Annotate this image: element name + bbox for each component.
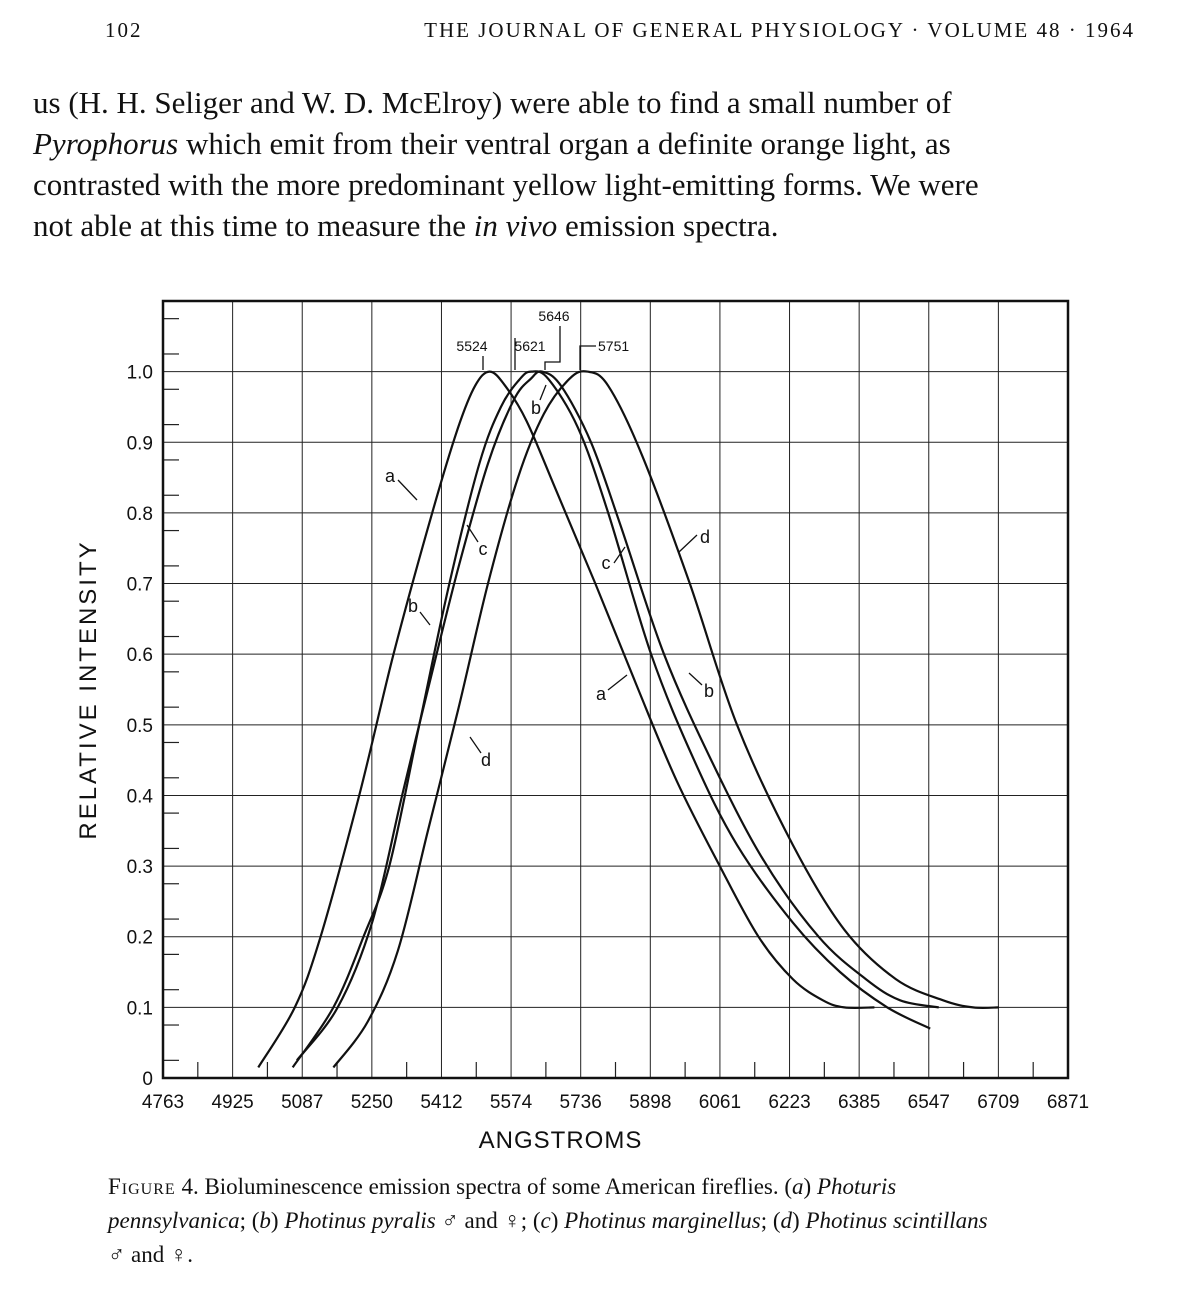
body-text: contrasted with the more predominant yel…: [33, 167, 979, 202]
peak-label: 5524: [456, 338, 487, 354]
curve-label-b: b: [408, 596, 418, 616]
x-tick-label: 6223: [768, 1092, 810, 1113]
x-tick-label: 5574: [490, 1092, 533, 1113]
y-tick-label: 0.6: [127, 645, 153, 666]
peak-label: 5621: [514, 338, 545, 354]
x-tick-label: 5412: [420, 1092, 462, 1113]
caption-line: Figure 4. Bioluminescence emission spect…: [108, 1170, 1133, 1204]
y-axis-label: RELATIVE INTENSITY: [75, 539, 102, 839]
curve-c: [296, 370, 939, 1061]
x-tick-label: 6547: [908, 1092, 950, 1113]
curve-label-c: c: [602, 553, 611, 573]
caption-text: ): [550, 1208, 565, 1233]
page-number: 102: [105, 18, 143, 42]
body-text: Pyrophorus: [33, 126, 179, 161]
x-tick-label: 5250: [351, 1092, 393, 1113]
body-line: contrasted with the more predominant yel…: [33, 164, 1133, 205]
journal-title: THE JOURNAL OF GENERAL PHYSIOLOGY · VOLU…: [424, 18, 1135, 42]
x-tick-label: 5898: [629, 1092, 671, 1113]
body-line: not able at this time to measure the in …: [33, 205, 1133, 246]
curve-label-leader: [678, 534, 698, 553]
y-tick-label: 0.8: [127, 504, 153, 525]
curve-b: [291, 370, 931, 1069]
y-tick-label: 0.3: [127, 857, 153, 878]
y-tick-label: 0.5: [127, 716, 153, 737]
curve-label-leader: [688, 672, 703, 686]
body-text: us (H. H. Seliger and W. D. McElroy) wer…: [33, 85, 952, 120]
caption-line: pennsylvanica; (b) Photinus pyralis ♂ an…: [108, 1204, 1133, 1238]
figure-caption: Figure 4. Bioluminescence emission spect…: [108, 1170, 1133, 1272]
curve-label-leader: [466, 524, 479, 543]
curve-label-b: b: [704, 681, 714, 701]
curve-label-leader: [419, 611, 431, 626]
curve-label-leader: [613, 546, 626, 564]
x-tick-label: 6871: [1047, 1092, 1089, 1113]
caption-text: Figure: [108, 1174, 176, 1199]
x-axis-label: ANGSTROMS: [479, 1127, 643, 1154]
curve-label-c: c: [479, 539, 488, 559]
body-text: in vivo: [473, 208, 558, 243]
caption-text: c: [540, 1208, 551, 1233]
x-tick-label: 4925: [211, 1092, 253, 1113]
y-tick-label: 0.7: [127, 575, 153, 596]
body-line: us (H. H. Seliger and W. D. McElroy) wer…: [33, 82, 1133, 123]
y-tick-label: 0.9: [127, 433, 153, 454]
y-tick-label: 0: [142, 1069, 153, 1090]
y-tick-label: 0.4: [127, 786, 154, 807]
curve-label-leader: [539, 384, 547, 401]
body-paragraph: us (H. H. Seliger and W. D. McElroy) wer…: [33, 82, 1133, 246]
y-tick-label: 1.0: [127, 363, 153, 384]
x-tick-label: 6385: [838, 1092, 880, 1113]
curve-label-leader: [469, 736, 482, 754]
caption-text: ♂ and ♀.: [108, 1242, 193, 1267]
curve-label-d: d: [481, 750, 491, 770]
plot-frame: [161, 299, 1070, 1080]
curve-label-a: a: [385, 466, 396, 486]
caption-text: pennsylvanica: [108, 1208, 240, 1233]
caption-text: ; (: [760, 1208, 781, 1233]
caption-text: ♂ and ♀; (: [435, 1208, 541, 1233]
x-tick-label: 5736: [560, 1092, 602, 1113]
curve-label-leader: [397, 479, 418, 501]
curve-label-b: b: [531, 398, 541, 418]
figure-4: 4763 4925 5087 5250 5412 5574 5736 5898 6061 6223…: [0, 280, 1184, 1160]
body-text: which emit from their ventral organ a de…: [178, 126, 951, 161]
peak-leader: [544, 326, 561, 370]
caption-text: ): [792, 1208, 806, 1233]
caption-text: ): [270, 1208, 285, 1233]
peak-label: 5646: [538, 308, 569, 324]
x-tick-label: 5087: [281, 1092, 323, 1113]
curve-label-a: a: [596, 684, 607, 704]
emission-spectra-chart: 4763 4925 5087 5250 5412 5574 5736 5898 6061 6223…: [75, 299, 1089, 1154]
body-text: emission spectra.: [557, 208, 779, 243]
caption-text: Photinus scintillans: [805, 1208, 988, 1233]
caption-text: Photuris: [816, 1174, 897, 1199]
body-text: not able at this time to measure the: [33, 208, 474, 243]
caption-text: a: [792, 1174, 804, 1199]
peak-label: 5751: [598, 338, 629, 354]
caption-text: b: [259, 1208, 271, 1233]
curve-d: [332, 370, 999, 1069]
running-header: 102 THE JOURNAL OF GENERAL PHYSIOLOGY · …: [105, 18, 1135, 48]
caption-text: ): [803, 1174, 817, 1199]
caption-line: ♂ and ♀.: [108, 1238, 1133, 1272]
y-tick-label: 0.1: [127, 998, 153, 1019]
caption-text: 4. Bioluminescence emission spectra of s…: [175, 1174, 793, 1199]
curve-label-d: d: [700, 527, 710, 547]
caption-text: Photinus marginellus: [564, 1208, 761, 1233]
caption-text: Photinus pyralis: [284, 1208, 436, 1233]
caption-text: ; (: [239, 1208, 260, 1233]
x-tick-label: 6061: [699, 1092, 741, 1113]
curve-label-leader: [607, 674, 628, 691]
curve-a: [257, 370, 875, 1068]
body-line: Pyrophorus which emit from their ventral…: [33, 123, 1133, 164]
caption-text: d: [780, 1208, 793, 1233]
y-tick-label: 0.2: [127, 928, 153, 949]
peak-leader: [579, 345, 596, 370]
x-tick-label: 4763: [142, 1092, 184, 1113]
x-tick-label: 6709: [977, 1092, 1019, 1113]
